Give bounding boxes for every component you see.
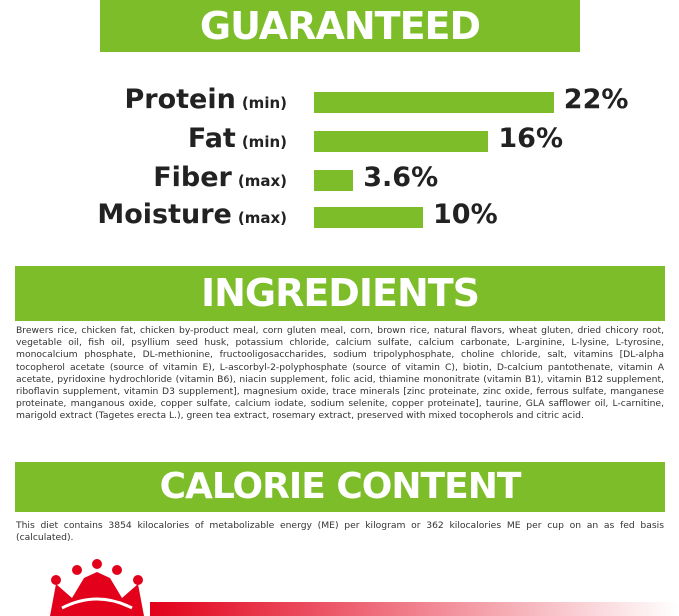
section-title: GUARANTEED ANALYSIS <box>100 0 580 100</box>
nutrient-name: Moisture <box>97 199 232 230</box>
bar <box>314 131 489 152</box>
value-label: 3.6% <box>363 162 439 193</box>
brand-logo <box>50 559 679 616</box>
value-label: 10% <box>433 199 498 230</box>
analysis-row: Fat (min) 16% <box>0 123 679 159</box>
nutrient-qualifier: (min) <box>241 94 287 112</box>
bar <box>314 170 354 191</box>
nutrient-qualifier: (min) <box>241 133 287 151</box>
nutrient-name: Fat <box>187 123 236 154</box>
nutrient-name: Protein <box>124 84 236 115</box>
nutrient-label: Fat (min) <box>188 123 287 154</box>
nutrient-qualifier: (max) <box>237 172 287 190</box>
ingredients-text: Brewers rice, chicken fat, chicken by-pr… <box>16 325 664 422</box>
nutrient-label: Protein (min) <box>124 84 287 115</box>
analysis-row: Moisture (max) 10% <box>0 199 679 235</box>
analysis-row: Fiber (max) 3.6% <box>0 162 679 198</box>
nutrient-label: Fiber (max) <box>153 162 287 193</box>
nutrient-qualifier: (max) <box>237 209 287 227</box>
section-title: CALORIE CONTENT <box>15 462 665 512</box>
section-title: INGREDIENTS <box>15 266 665 321</box>
bar <box>314 92 554 113</box>
bar <box>314 207 423 228</box>
analysis-row: Protein (min) 22% <box>0 84 679 120</box>
nutrient-name: Fiber <box>153 162 232 193</box>
value-label: 16% <box>498 123 564 154</box>
nutrient-label: Moisture (max) <box>97 199 287 230</box>
calorie-text: This diet contains 3854 kilocalories of … <box>16 520 664 544</box>
value-label: 22% <box>563 84 629 115</box>
